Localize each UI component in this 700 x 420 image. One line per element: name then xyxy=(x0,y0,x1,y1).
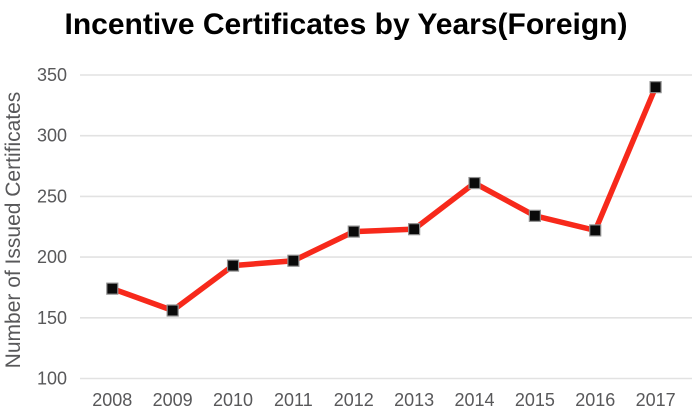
y-tick-label: 100 xyxy=(37,369,67,389)
data-point-marker xyxy=(347,225,360,238)
y-tick-label: 250 xyxy=(37,186,67,206)
y-tick-label: 350 xyxy=(37,65,67,85)
y-tick-label: 200 xyxy=(37,247,67,267)
x-tick-label: 2013 xyxy=(394,390,434,410)
series-line xyxy=(111,86,659,314)
data-point-marker xyxy=(528,209,541,222)
x-tick-label: 2011 xyxy=(274,390,313,410)
x-tick-label: 2009 xyxy=(153,390,193,410)
x-tick-label: 2014 xyxy=(454,390,494,410)
x-tick-label: 2016 xyxy=(575,390,615,410)
x-tick-label: 2017 xyxy=(636,390,676,410)
data-point-marker xyxy=(287,254,300,267)
data-point-marker xyxy=(226,259,240,272)
data-point-marker xyxy=(589,224,602,237)
x-tick-label: 2010 xyxy=(213,390,253,410)
chart-title: Incentive Certificates by Years(Foreign) xyxy=(64,8,628,41)
data-point-marker xyxy=(468,176,481,190)
data-point-marker xyxy=(166,304,179,317)
x-tick-label: 2008 xyxy=(92,390,132,410)
x-tick-label: 2012 xyxy=(334,390,374,410)
x-tick-label: 2015 xyxy=(515,390,555,410)
y-tick-label: 300 xyxy=(37,126,67,146)
data-point-marker xyxy=(649,81,662,94)
data-point-marker xyxy=(106,282,119,295)
data-point-marker xyxy=(408,223,421,236)
y-tick-label: 150 xyxy=(37,308,67,328)
